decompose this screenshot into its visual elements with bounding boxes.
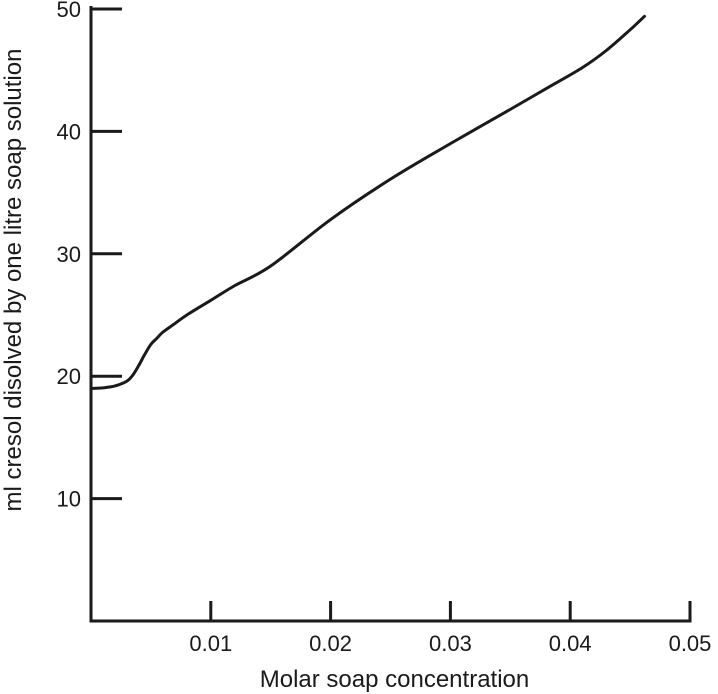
y-tick-label: 30 <box>57 242 81 267</box>
x-tick-label: 0.03 <box>429 631 472 656</box>
axes <box>89 6 692 623</box>
y-tick-label: 20 <box>57 364 81 389</box>
x-tick-label: 0.01 <box>189 631 232 656</box>
series-layer <box>89 14 646 390</box>
x-tick-label: 0.02 <box>309 631 352 656</box>
y-axis-title: ml cresol disolved by one litre soap sol… <box>0 49 27 512</box>
y-tick-label: 40 <box>57 119 81 144</box>
y-tick-label: 10 <box>57 487 81 512</box>
x-tick-label: 0.05 <box>669 631 712 656</box>
x-axis-title: Molar soap concentration <box>260 666 529 693</box>
x-ticks: 0.01 0.02 0.03 0.04 0.05 <box>189 601 711 656</box>
y-tick-label: 50 <box>57 0 81 22</box>
series-line <box>89 14 646 390</box>
y-ticks: 10 20 30 40 50 <box>57 0 122 512</box>
x-tick-label: 0.04 <box>549 631 592 656</box>
